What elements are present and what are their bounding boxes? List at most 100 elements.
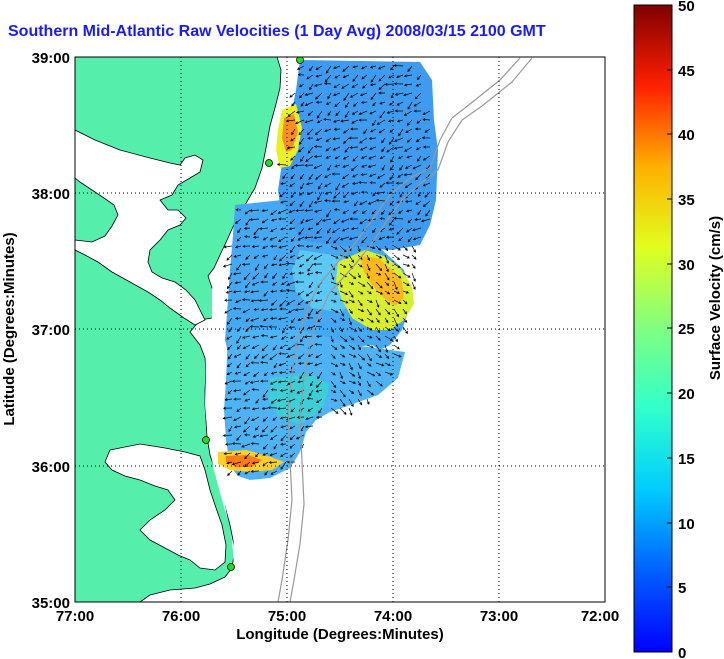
velocity-arrow — [348, 136, 359, 140]
velocity-arrow — [413, 101, 422, 107]
velocity-arrow — [270, 388, 278, 392]
velocity-arrow — [277, 317, 287, 321]
velocity-arrow — [295, 119, 305, 125]
velocity-arrow — [223, 245, 233, 249]
velocity-arrow — [308, 389, 314, 397]
velocity-arrow — [252, 434, 260, 438]
velocity-arrow — [289, 434, 296, 441]
velocity-arrow — [402, 326, 408, 334]
velocity-arrow — [339, 407, 347, 415]
velocity-arrow — [393, 82, 404, 86]
velocity-arrow — [309, 380, 314, 387]
velocity-arrow — [360, 155, 368, 159]
velocity-arrow — [415, 146, 422, 151]
velocity-arrow — [244, 398, 251, 402]
velocity-arrow — [404, 200, 413, 204]
velocity-arrow — [368, 137, 377, 141]
velocity-arrow — [367, 200, 377, 205]
velocity-arrow — [236, 407, 242, 413]
velocity-arrow — [306, 272, 314, 276]
velocity-arrow — [362, 83, 368, 89]
station-markers — [202, 57, 304, 571]
velocity-arrow — [282, 173, 287, 180]
velocity-arrow — [268, 325, 278, 329]
velocity-arrow — [269, 335, 278, 339]
velocity-arrow — [330, 254, 339, 259]
velocity-arrow — [315, 398, 323, 404]
velocity-arrow — [357, 353, 366, 361]
velocity-arrow — [384, 335, 394, 341]
velocity-arrow — [332, 137, 341, 141]
velocity-arrow — [279, 289, 287, 293]
velocity-arrow — [333, 218, 341, 225]
velocity-arrow — [224, 380, 233, 385]
velocity-arrow — [231, 461, 242, 466]
velocity-arrow — [375, 254, 383, 259]
velocity-arrow — [334, 155, 341, 160]
velocity-arrow — [357, 317, 364, 322]
velocity-arrow — [260, 280, 268, 284]
velocity-arrow — [330, 344, 338, 350]
velocity-arrow — [280, 200, 287, 204]
velocity-arrow — [375, 317, 380, 323]
velocity-arrow — [325, 101, 332, 105]
velocity-arrow — [255, 425, 260, 431]
velocity-arrow — [393, 64, 404, 68]
velocity-arrow — [243, 425, 251, 433]
velocity-arrow — [251, 388, 260, 391]
x-axis-label: Longitude (Degrees:Minutes) — [236, 626, 444, 643]
velocity-arrow — [403, 173, 413, 177]
velocity-arrow — [344, 146, 350, 153]
velocity-arrow — [361, 74, 368, 80]
velocity-arrow — [330, 389, 337, 393]
velocity-arrow — [262, 245, 269, 249]
velocity-arrow — [327, 110, 332, 117]
velocity-arrow — [352, 173, 359, 178]
velocity-arrow — [289, 425, 296, 430]
velocity-arrow — [297, 73, 305, 77]
velocity-arrow — [297, 317, 305, 321]
velocity-arrow — [377, 65, 386, 70]
velocity-arrow — [228, 272, 233, 281]
velocity-arrow — [228, 326, 233, 333]
velocity-arrow — [366, 281, 374, 290]
velocity-arrow — [236, 434, 242, 441]
velocity-arrow — [342, 155, 350, 160]
velocity-arrow — [278, 254, 287, 262]
velocity-arrow — [405, 164, 413, 169]
velocity-arrow — [367, 164, 377, 168]
velocity-arrow — [402, 263, 411, 267]
velocity-arrow — [389, 173, 395, 181]
velocity-arrow — [384, 245, 389, 252]
velocity-arrow — [295, 434, 305, 440]
velocity-arrow — [405, 209, 413, 213]
velocity-arrow — [357, 371, 362, 380]
velocity-arrow — [233, 416, 242, 422]
velocity-arrow — [397, 173, 404, 178]
velocity-arrow — [234, 281, 242, 285]
velocity-arrow — [339, 398, 346, 407]
velocity-arrow — [297, 353, 305, 360]
velocity-arrow — [245, 317, 251, 322]
velocity-arrow — [348, 344, 356, 350]
velocity-arrow — [285, 119, 296, 123]
velocity-arrow — [253, 307, 260, 311]
velocity-arrow — [306, 316, 314, 320]
velocity-arrow — [325, 146, 332, 152]
velocity-arrow — [333, 92, 341, 97]
velocity-arrow — [330, 407, 339, 414]
velocity-arrow — [357, 245, 361, 253]
velocity-arrow — [330, 335, 334, 343]
velocity-arrow — [255, 452, 260, 458]
velocity-arrow — [298, 227, 305, 236]
velocity-arrow — [378, 83, 386, 90]
velocity-arrow — [263, 371, 269, 377]
velocity-arrow — [333, 83, 341, 88]
velocity-arrow — [388, 101, 395, 106]
velocity-arrow — [393, 353, 402, 358]
velocity-arrow — [273, 362, 278, 369]
velocity-arrow — [314, 299, 323, 303]
velocity-arrow — [290, 191, 296, 199]
velocity-arrow — [422, 182, 431, 187]
velocity-arrow — [411, 263, 416, 269]
